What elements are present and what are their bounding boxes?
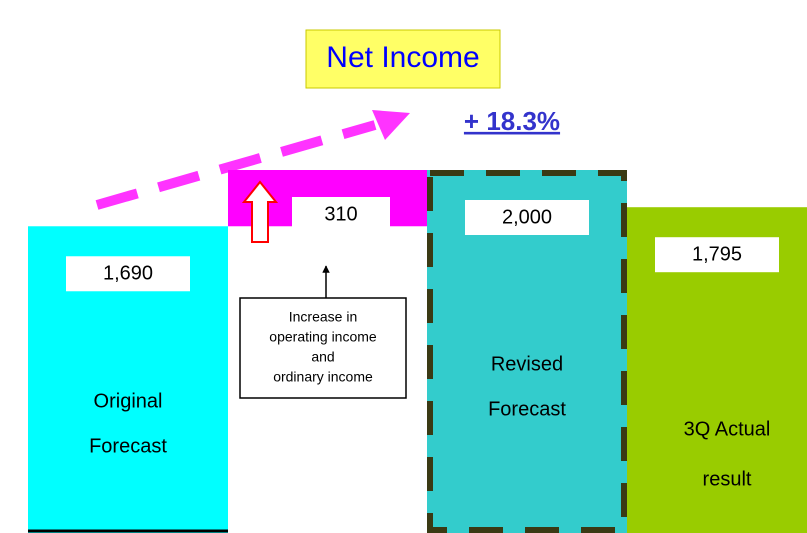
value-label: 1,690 xyxy=(103,263,153,285)
value-label: 1,795 xyxy=(692,243,742,265)
up-arrow xyxy=(241,180,279,243)
annotation-box xyxy=(239,297,407,399)
category-label: Forecast xyxy=(89,435,167,457)
annotation: operating income xyxy=(269,329,377,345)
value-label-box xyxy=(465,200,589,235)
category-label: Forecast xyxy=(488,398,566,420)
category-label: 3Q Actual xyxy=(684,418,771,440)
chart-title: Net Income xyxy=(326,41,479,74)
highlight-border xyxy=(427,170,627,533)
annotation: ordinary income xyxy=(273,369,373,385)
value-label: 2,000 xyxy=(502,206,552,228)
value-label-box xyxy=(655,237,779,273)
annotation: and xyxy=(311,349,334,365)
value-label: 310 xyxy=(324,203,357,225)
value-label-box xyxy=(292,197,390,232)
category-label: Original xyxy=(94,390,163,412)
category-label: result xyxy=(703,468,752,490)
annotation: Increase in xyxy=(289,309,357,325)
trend-arrow-shaft xyxy=(95,120,377,210)
title-box xyxy=(305,29,501,89)
value-label-box xyxy=(66,256,190,292)
trend-arrow-head xyxy=(372,110,410,140)
category-label: Revised xyxy=(491,353,563,375)
change-label: + 18.3% xyxy=(464,106,560,136)
